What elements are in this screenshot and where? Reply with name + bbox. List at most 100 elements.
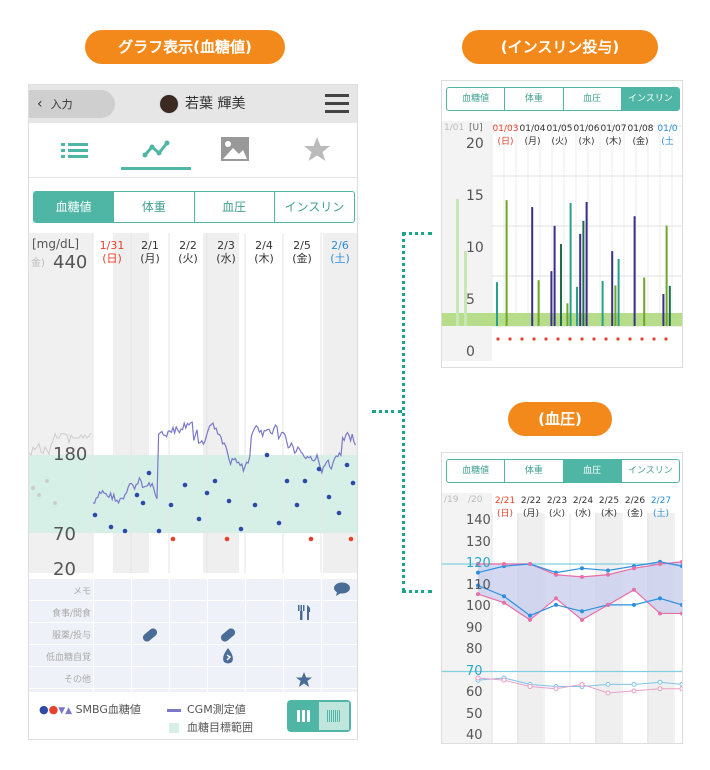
event-row-divider <box>29 622 357 623</box>
user-name-area: 若葉 輝美 <box>159 94 245 114</box>
date-label: 01/04 <box>519 124 546 134</box>
bp-point <box>476 592 480 597</box>
smbg-point <box>134 492 140 498</box>
tab-blood-pressure[interactable]: 血圧 <box>193 192 274 222</box>
date-header: 2/21 (日) <box>492 495 518 521</box>
view-tabs <box>29 123 357 175</box>
bp-point <box>554 572 558 577</box>
pulse-point <box>501 677 507 683</box>
bp-point <box>580 574 584 579</box>
date-header: 2/6 (土) <box>321 239 359 265</box>
menu-icon[interactable] <box>325 94 349 113</box>
insulin-bar <box>662 294 665 326</box>
date-header: 2/24 (水) <box>570 495 596 521</box>
hypo-marker <box>616 337 620 341</box>
date-label: 01/06 <box>573 124 600 134</box>
event-col-divider <box>245 579 246 692</box>
smbg-low-point <box>224 536 230 542</box>
weekday-label: (金) <box>626 509 644 519</box>
pill-icon[interactable] <box>141 626 159 644</box>
insulin-bar <box>537 280 540 326</box>
pill-icon[interactable] <box>219 626 237 644</box>
tab-weight[interactable]: 体重 <box>504 88 562 110</box>
target-range-band <box>29 455 357 533</box>
memo-icon[interactable] <box>333 582 351 596</box>
connector-bottom <box>402 590 432 593</box>
tab-blood-glucose[interactable]: 血糖値 <box>462 94 490 104</box>
y-tick-70: 70 <box>53 524 76 545</box>
bp-point <box>580 609 584 614</box>
date-label: 2/1 <box>141 239 159 252</box>
insulin-bar <box>569 202 572 326</box>
weekday-label: (月) <box>522 509 540 519</box>
insulin-bar <box>633 216 636 326</box>
smbg-point <box>108 524 114 530</box>
bp-point <box>680 602 682 607</box>
date-header: 2/26 (金) <box>622 495 648 521</box>
tab-insulin[interactable]: インスリン <box>620 88 679 110</box>
date-label: 2/24 <box>572 496 594 506</box>
view-toggle[interactable] <box>287 700 351 732</box>
tab-blood-glucose[interactable]: 血糖値 <box>34 192 114 222</box>
y-tick-label: 20 <box>466 136 484 152</box>
date-header: 2/3 (水) <box>207 239 245 265</box>
tab-insulin[interactable]: インスリン <box>620 460 679 482</box>
fork-knife-icon[interactable] <box>295 603 313 621</box>
ghost-point <box>45 479 49 483</box>
smbg-point <box>294 502 300 508</box>
date-header: 2/2 (火) <box>169 239 207 265</box>
insulin-bar <box>550 271 553 326</box>
weekday-label: (金) <box>292 252 312 265</box>
date-label: 2/3 <box>217 239 235 252</box>
tab-insulin[interactable]: インスリン <box>273 192 354 222</box>
wide-bars-icon[interactable] <box>289 702 319 730</box>
tab-graph[interactable] <box>121 131 191 170</box>
insulin-bar <box>601 280 604 326</box>
date-header: 2/25 (木) <box>596 495 622 521</box>
smbg-point <box>284 478 290 484</box>
tab-blood-glucose[interactable]: 血糖値 <box>462 466 490 476</box>
metric-tabs: 血糖値 体重 血圧 インスリン <box>33 191 355 223</box>
tab-weight[interactable]: 体重 <box>113 192 193 222</box>
back-label: 入力 <box>50 98 73 111</box>
y-tick-label: 130 <box>466 534 491 550</box>
hypo-marker <box>664 337 668 341</box>
narrow-bars-icon[interactable] <box>319 702 349 730</box>
insulin-bar <box>566 303 569 326</box>
insulin-bar <box>585 201 588 326</box>
date-header: 2/4 (木) <box>245 239 283 265</box>
weekday-label: (木) <box>605 137 622 147</box>
smbg-low-point <box>308 536 314 542</box>
tab-favorite[interactable] <box>287 131 347 167</box>
y-tick-label: 5 <box>466 292 475 308</box>
tab-blood-pressure[interactable]: 血圧 <box>562 88 621 110</box>
smbg-point <box>122 528 128 534</box>
tab-photo[interactable] <box>205 131 265 167</box>
bp-point <box>476 570 480 575</box>
hypo-marker <box>580 337 584 341</box>
hypo-marker <box>652 337 656 341</box>
avatar <box>159 94 179 114</box>
bp-point <box>528 613 532 618</box>
bp-point <box>554 596 558 601</box>
insulin-bar <box>614 285 617 326</box>
star-icon[interactable] <box>295 671 313 689</box>
date-label: 2/26 <box>624 496 646 506</box>
hypo-marker <box>532 337 536 341</box>
tab-list[interactable] <box>45 131 105 167</box>
y-tick-label: 110 <box>466 577 491 593</box>
star-icon <box>304 137 330 161</box>
back-button[interactable]: ‹ 入力 <box>29 90 115 118</box>
date-label: 01/08 <box>627 124 654 134</box>
tab-blood-pressure[interactable]: 血圧 <box>562 460 621 482</box>
tab-weight[interactable]: 体重 <box>504 460 562 482</box>
event-rows: メモ 食事/間食 服薬/投与 低血糖自覚 その他 <box>29 579 360 692</box>
event-col-divider <box>321 579 322 692</box>
hypo-marker <box>520 337 524 341</box>
bp-metric-tabs: 血糖値 体重 血圧 インスリン <box>446 459 680 483</box>
insulin-bar <box>665 225 668 326</box>
hypoglycemia-icon[interactable] <box>219 647 237 665</box>
weekday-label: (日) <box>497 137 514 147</box>
bp-point <box>632 587 636 592</box>
main-graph-title: グラフ表示(血糖値) <box>85 30 285 64</box>
